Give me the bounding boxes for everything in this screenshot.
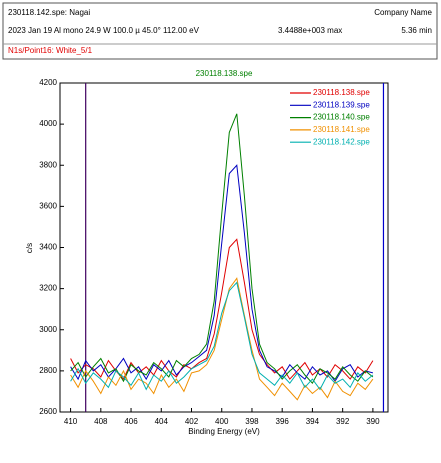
x-tick-label: 402 [185,417,199,426]
acq-time: 5.36 min [401,26,432,35]
header-box [2,2,438,60]
spectrum-line [70,281,374,391]
company: Company Name [374,8,432,17]
y-tick-label: 3200 [39,284,57,293]
x-tick-label: 406 [124,417,138,426]
spectrum-line [70,164,374,383]
x-tick-label: 394 [306,417,320,426]
x-tick-label: 404 [155,417,169,426]
legend-label: 230118.142.spe [313,137,370,146]
spectrum-line [70,277,374,401]
y-tick-label: 3600 [39,201,57,210]
x-tick-label: 410 [64,417,78,426]
y-tick-label: 2800 [39,366,57,375]
x-axis-label: Binding Energy (eV) [188,427,260,436]
y-tick-label: 4200 [39,78,57,87]
x-tick-label: 390 [366,417,380,426]
region-name: N1s/Point16: White_5/1 [8,46,93,55]
legend-label: 230118.141.spe [313,125,370,134]
spectrum-line [70,113,374,385]
x-tick-label: 398 [245,417,259,426]
legend-label: 230118.138.spe [313,88,370,97]
y-tick-label: 4000 [39,119,57,128]
legend-label: 230118.140.spe [313,113,370,122]
x-tick-label: 408 [94,417,108,426]
max-counts: 3.4488e+003 max [278,26,342,35]
conditions: 2023 Jan 19 Al mono 24.9 W 100.0 µ 45.0°… [8,26,200,35]
legend-label: 230118.139.spe [313,100,370,109]
x-tick-label: 396 [276,417,290,426]
x-tick-label: 400 [215,417,229,426]
y-axis-label: c/s [25,243,34,253]
y-tick-label: 2600 [39,407,57,416]
y-tick-label: 3800 [39,160,57,169]
file-name: 230118.142.spe: Nagai [8,8,90,17]
chart-title: 230118.138.spe [196,69,253,78]
spectrum-line [70,238,374,380]
y-tick-label: 3000 [39,325,57,334]
x-tick-label: 392 [336,417,350,426]
y-tick-label: 3400 [39,243,57,252]
